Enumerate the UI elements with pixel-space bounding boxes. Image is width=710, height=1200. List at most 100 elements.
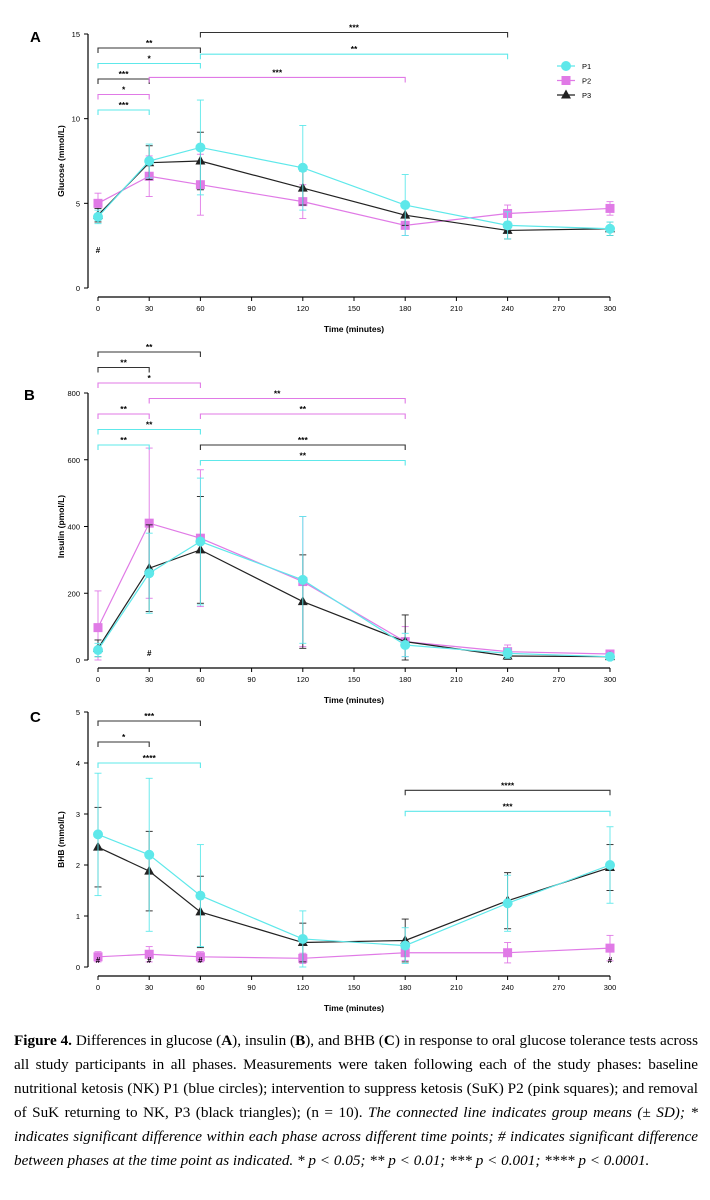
- bracket-line: [97, 444, 150, 450]
- y-axis-label: Glucose (mmol/L): [56, 125, 66, 197]
- y-tick-label: 4: [76, 759, 80, 768]
- significance-stars: *: [148, 54, 152, 64]
- series-p3: [93, 806, 615, 963]
- caption-legend-notes: The connected line indicates group means…: [14, 1104, 698, 1169]
- data-point-circle: [144, 849, 155, 860]
- x-tick-label: 60: [196, 983, 204, 992]
- series-p2: [93, 153, 615, 236]
- series-line: [97, 160, 611, 232]
- series-line: [97, 146, 611, 230]
- x-tick-label: 120: [297, 983, 310, 992]
- x-tick-label: 90: [247, 675, 255, 684]
- y-tick-label: 600: [67, 456, 80, 465]
- x-tick-label: 30: [145, 675, 153, 684]
- y-tick-label: 0: [76, 656, 80, 665]
- significance-bracket: ***: [199, 435, 406, 450]
- x-tick-label: 30: [145, 304, 153, 313]
- significance-stars: **: [120, 404, 127, 414]
- data-point-circle: [144, 156, 155, 166]
- figure-caption: Figure 4. Differences in glucose (A), in…: [14, 1029, 698, 1173]
- series-p1: [93, 772, 615, 968]
- x-axis-label: Time (minutes): [324, 324, 384, 334]
- significance-bracket: ***: [97, 69, 150, 84]
- series-line: [97, 175, 611, 226]
- bracket-line: [199, 413, 406, 419]
- caption-panel-a: A: [221, 1032, 233, 1049]
- significance-stars: ***: [503, 801, 514, 811]
- series-line: [97, 846, 611, 944]
- x-axis-label: Time (minutes): [324, 695, 384, 705]
- x-tick-label: 300: [604, 675, 617, 684]
- x-tick-label: 210: [450, 304, 463, 313]
- significance-stars: **: [146, 420, 153, 430]
- bracket-line: [97, 78, 150, 84]
- bracket-line: [97, 428, 201, 435]
- bracket-line: [97, 351, 201, 357]
- y-tick-label: 10: [72, 115, 80, 124]
- significance-stars: *: [148, 373, 152, 383]
- bracket-line: [97, 366, 150, 373]
- chart-panel-a: A 0 5 10 15 Glucose (mmol/L) 0 30 60 90 120 150 180 2…: [30, 23, 616, 335]
- data-point-circle: [297, 933, 308, 944]
- significance-stars: ***: [349, 23, 360, 33]
- x-tick-label: 60: [196, 675, 204, 684]
- x-tick-label: 90: [247, 983, 255, 992]
- bracket-line: [97, 741, 150, 747]
- significance-stars: ***: [144, 711, 155, 721]
- series-line: [97, 549, 611, 658]
- data-point-square: [144, 518, 154, 528]
- y-axis-label: Insulin (pmol/L): [56, 495, 66, 558]
- data-point-circle: [502, 898, 513, 909]
- data-point-circle: [502, 648, 513, 659]
- x-tick-label: 300: [604, 983, 617, 992]
- chart-panel-c: C 0 1 2 3 4 5 BHB (mmol/L) 0 30 60 90 120 150 180 210 24…: [30, 708, 616, 1013]
- bracket-line: [404, 810, 611, 817]
- data-point-circle: [400, 200, 411, 211]
- panel-label: C: [30, 709, 41, 726]
- significance-bracket: **: [199, 404, 406, 419]
- y-tick-label: 2: [76, 861, 80, 870]
- x-tick-label: 210: [450, 983, 463, 992]
- bracket-line: [199, 444, 406, 450]
- significance-bracket: **: [97, 38, 201, 53]
- data-point-square: [93, 198, 103, 208]
- significance-stars: **: [146, 38, 153, 48]
- series-p1: [93, 477, 615, 662]
- series-line: [97, 833, 611, 947]
- data-point-square: [503, 948, 513, 958]
- phase-diff-mark: #: [608, 956, 613, 965]
- significance-bracket: *: [97, 732, 150, 747]
- significance-stars: *: [122, 85, 126, 95]
- bracket-line: [199, 31, 509, 38]
- significance-bracket: **: [148, 389, 406, 404]
- series-line: [97, 522, 611, 655]
- series-p3: [93, 496, 615, 661]
- x-tick-label: 150: [348, 675, 361, 684]
- data-point-circle: [93, 211, 103, 222]
- series-p2: [93, 934, 615, 964]
- significance-bracket: *: [97, 373, 201, 388]
- significance-bracket: ***: [97, 100, 150, 115]
- y-tick-label: 1: [76, 912, 80, 921]
- data-point-circle: [297, 162, 308, 173]
- significance-stars: ****: [143, 753, 157, 763]
- data-point-circle: [195, 536, 206, 547]
- legend-label: P3: [582, 91, 591, 100]
- y-tick-label: 400: [67, 523, 80, 532]
- significance-stars: ***: [272, 67, 283, 77]
- data-point-square: [93, 952, 103, 962]
- significance-stars: **: [274, 389, 281, 399]
- x-tick-label: 0: [96, 675, 100, 684]
- legend-marker-triangle: [561, 89, 571, 99]
- x-tick-label: 90: [247, 304, 255, 313]
- phase-diff-mark: #: [96, 246, 101, 255]
- x-tick-label: 270: [553, 304, 566, 313]
- bracket-line: [97, 62, 201, 69]
- x-axis-label: Time (minutes): [324, 1003, 384, 1013]
- data-point-circle: [93, 829, 103, 840]
- significance-bracket: **: [97, 420, 201, 435]
- x-tick-label: 270: [553, 983, 566, 992]
- caption-panel-c: C: [383, 1032, 395, 1049]
- significance-bracket: *: [97, 54, 201, 69]
- x-tick-label: 180: [399, 304, 412, 313]
